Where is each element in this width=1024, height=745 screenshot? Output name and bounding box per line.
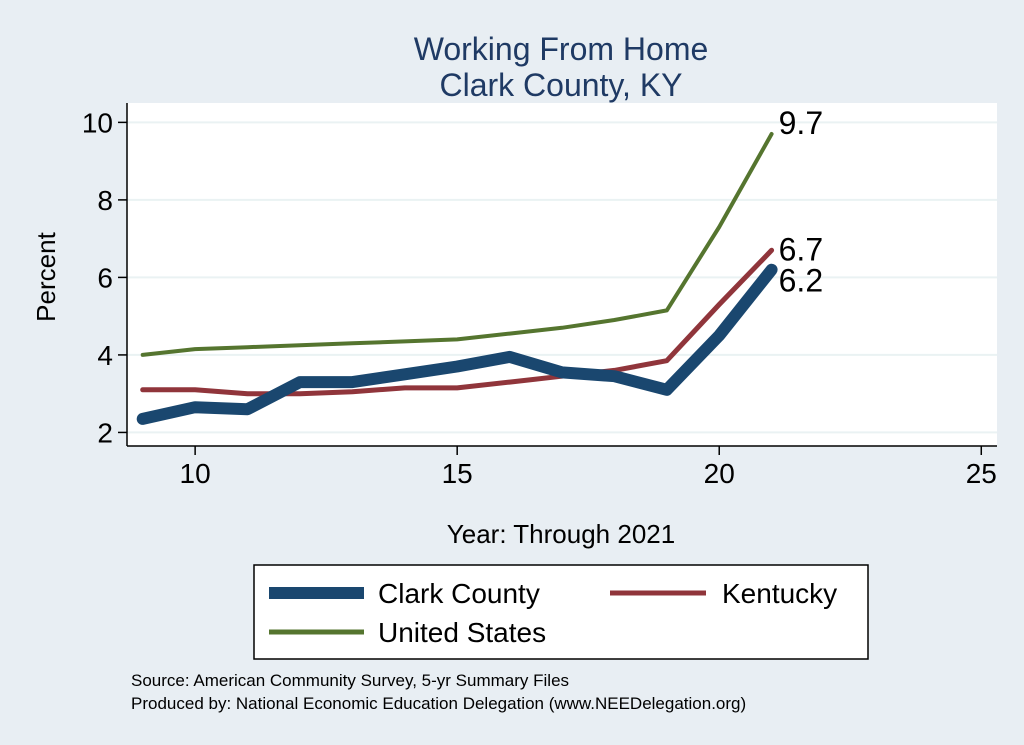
x-axis-label: Year: Through 2021	[447, 519, 675, 549]
x-tick-label: 25	[966, 458, 997, 489]
end-label-united-states: 9.7	[779, 105, 823, 141]
legend: Clark County Kentucky United States	[253, 564, 869, 660]
gridlines	[127, 121, 997, 434]
axes: 2 4 6 8 10 10 15 20 25	[82, 103, 997, 489]
y-tick-label: 2	[97, 417, 113, 448]
legend-box	[253, 564, 869, 660]
end-label-clark-county: 6.2	[779, 263, 823, 299]
source-note: Source: American Community Survey, 5-yr …	[131, 671, 569, 690]
x-tick-label: 10	[180, 458, 211, 489]
series-lines	[136, 132, 778, 425]
plot-area	[127, 103, 997, 446]
x-tick-label: 15	[442, 458, 473, 489]
y-tick-label: 6	[97, 262, 113, 293]
series-line-clark-county	[136, 263, 778, 425]
legend-label-united-states: United States	[378, 617, 546, 648]
series-line-united-states	[140, 132, 774, 357]
y-tick-label: 4	[97, 340, 113, 371]
end-label-kentucky: 6.7	[779, 231, 823, 267]
x-tick-label: 20	[704, 458, 735, 489]
end-labels: 6.26.7 9.7	[779, 105, 823, 299]
producer-note: Produced by: National Economic Education…	[131, 694, 746, 713]
y-axis-label: Percent	[31, 231, 61, 321]
y-tick-label: 8	[97, 185, 113, 216]
y-tick-label: 10	[82, 107, 113, 138]
legend-label-kentucky: Kentucky	[722, 578, 837, 609]
chart-title-line-1: Working From Home	[414, 31, 709, 67]
series-line-kentucky	[140, 247, 775, 397]
legend-label-clark-county: Clark County	[378, 578, 540, 609]
chart-title-line-2: Clark County, KY	[439, 67, 682, 103]
